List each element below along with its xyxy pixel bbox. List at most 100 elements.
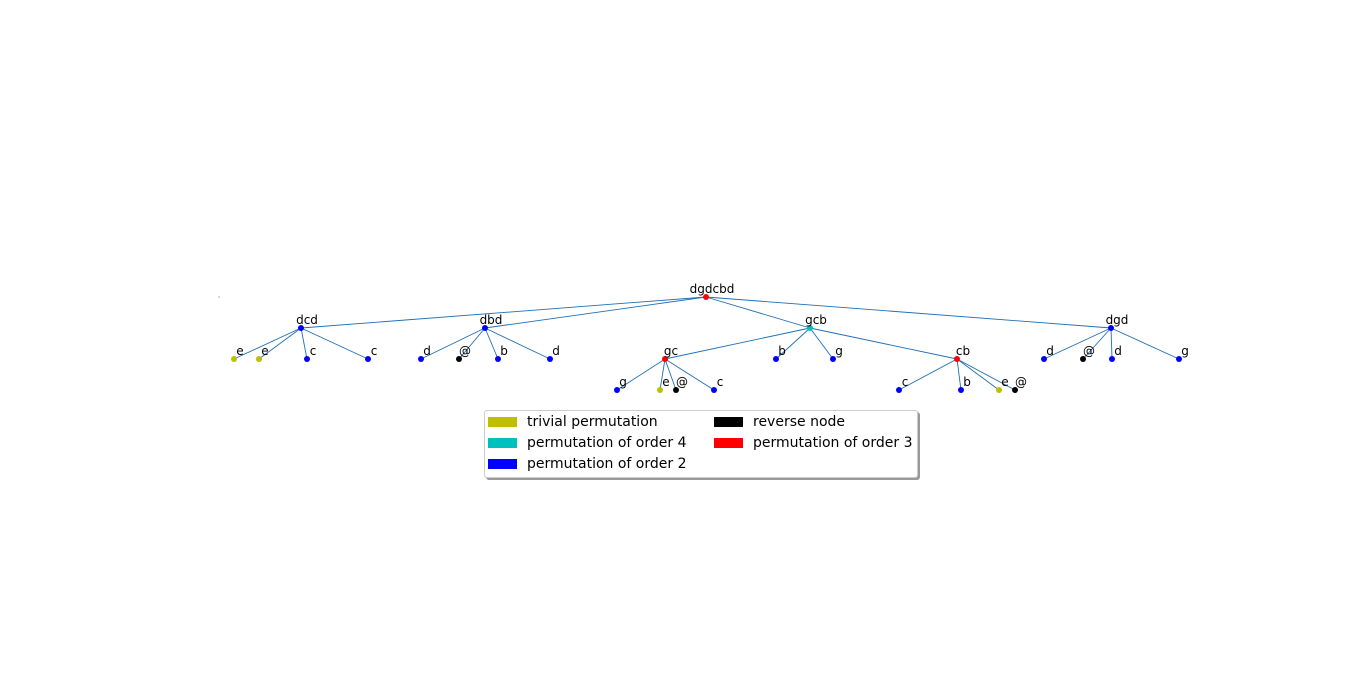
tree-node (703, 294, 709, 300)
tree-edge (458, 327, 486, 360)
tree-edge (233, 327, 302, 360)
legend-label: trivial permutation (527, 414, 658, 430)
tree-node-label: gcb (805, 313, 827, 327)
tree-edge (1043, 327, 1112, 360)
tree-edge (898, 358, 958, 391)
tree-node (662, 356, 668, 362)
tree-node-label: d (552, 344, 560, 358)
tree-node-label: @ (1083, 344, 1095, 358)
tree-node-label: c (371, 344, 378, 358)
tree-node (418, 356, 424, 362)
tree-edge (809, 327, 834, 360)
tree-node-label: @ (1015, 375, 1027, 389)
tree-node-label: b (778, 344, 786, 358)
tree-node-label: dcd (296, 313, 318, 327)
tree-node-label: b (500, 344, 508, 358)
tree-node-label: g (835, 344, 843, 358)
tree-node (830, 356, 836, 362)
tree-node (231, 356, 237, 362)
legend-swatch-order2 (488, 459, 517, 469)
tree-node-label: e (662, 375, 669, 389)
tree-node (1108, 325, 1114, 331)
tree-node (365, 356, 371, 362)
legend-item-order3: permutation of order 3 (714, 435, 913, 451)
tree-node-label: e (261, 344, 268, 358)
tree-node (1012, 387, 1018, 393)
tree-edge (705, 296, 1112, 329)
tree-node (495, 356, 501, 362)
legend-label: permutation of order 4 (527, 435, 687, 451)
tree-node-label: cb (956, 344, 970, 358)
tree-edge (484, 296, 707, 329)
tree-edge (956, 358, 1000, 391)
tree-node-label: @ (676, 375, 688, 389)
tree-node-label: e (1001, 375, 1008, 389)
tree-edge (300, 327, 369, 360)
tree-node-label: @ (459, 344, 471, 358)
tree-node-label: g (1181, 344, 1189, 358)
tree-node-label: c (310, 344, 317, 358)
tree-node (456, 356, 462, 362)
tree-node (1041, 356, 1047, 362)
tree-edge (659, 358, 666, 391)
tree-node (896, 387, 902, 393)
tree-node-label: dgdcbd (690, 282, 735, 296)
legend-swatch-order3 (714, 438, 743, 448)
tree-node (711, 387, 717, 393)
tree-node (1176, 356, 1182, 362)
tree-edge (775, 327, 811, 360)
tree-node (1080, 356, 1086, 362)
tree-edge (300, 296, 707, 329)
tree-node (298, 325, 304, 331)
legend-label: permutation of order 3 (753, 435, 913, 451)
tree-node (958, 387, 964, 393)
tree-node (673, 387, 679, 393)
tree-node-label: b (963, 375, 971, 389)
tree-node-label: e (236, 344, 243, 358)
tree-node (304, 356, 310, 362)
tree-edge (616, 358, 666, 391)
legend-swatch-trivial (488, 417, 517, 427)
tree-edge (300, 327, 308, 360)
legend-swatch-order4 (488, 438, 517, 448)
tree-node (1109, 356, 1115, 362)
legend-item-reverse: reverse node (714, 414, 845, 430)
tree-edge (664, 358, 715, 391)
tree-edge (1082, 327, 1112, 360)
tree-node-label: c (717, 375, 724, 389)
stray-dot (218, 296, 220, 298)
tree-edge (705, 296, 811, 329)
tree-edge (664, 358, 677, 391)
tree-node (773, 356, 779, 362)
tree-node (954, 356, 960, 362)
tree-node (996, 387, 1002, 393)
legend-label: permutation of order 2 (527, 456, 687, 472)
tree-edge (664, 327, 811, 360)
tree-node (482, 325, 488, 331)
tree-edges (233, 296, 1180, 391)
tree-edge (484, 327, 499, 360)
tree-edge (1110, 327, 1180, 360)
tree-edge (956, 358, 1016, 391)
tree-node (657, 387, 663, 393)
tree-node-label: dbd (480, 313, 503, 327)
tree-node-label: g (619, 375, 627, 389)
tree-edge (809, 327, 958, 360)
tree-edge (484, 327, 551, 360)
legend-item-trivial: trivial permutation (488, 414, 658, 430)
tree-node-label: d (1046, 344, 1054, 358)
tree-node-label: gc (664, 344, 678, 358)
tree-node-label: d (423, 344, 431, 358)
tree-node-label: d (1114, 344, 1122, 358)
legend: trivial permutation permutation of order… (484, 410, 918, 478)
tree-edge (1110, 327, 1113, 360)
tree-node (614, 387, 620, 393)
tree-node (807, 325, 813, 331)
tree-node (256, 356, 262, 362)
tree-nodes (231, 294, 1182, 393)
legend-item-order2: permutation of order 2 (488, 456, 687, 472)
tree-node-label: dgd (1106, 313, 1129, 327)
tree-edge (258, 327, 302, 360)
